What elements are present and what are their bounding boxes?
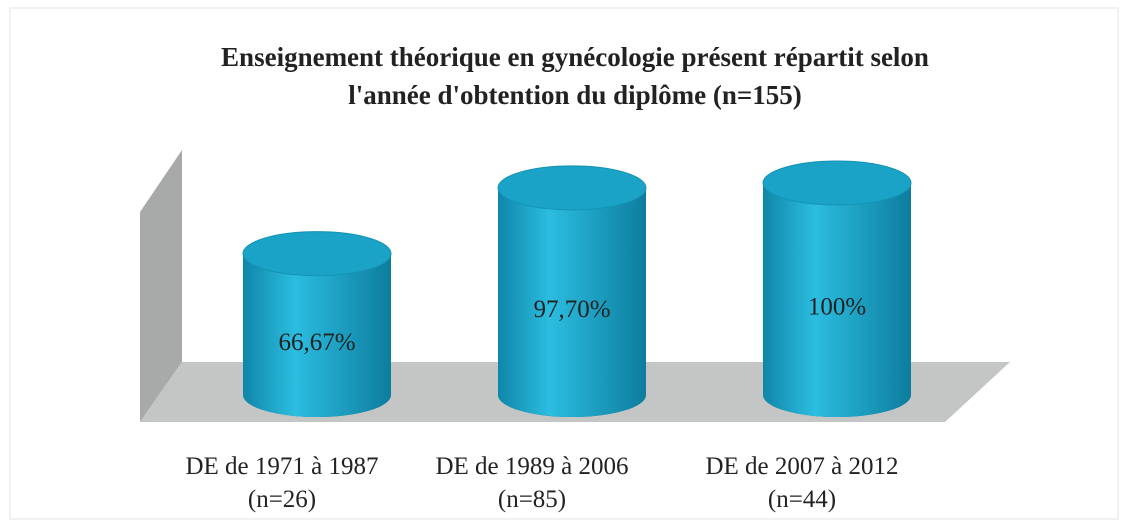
frame	[9, 7, 1119, 520]
chart-title: Enseignement théorique en gynécologie pr…	[221, 42, 929, 110]
cylinder	[763, 183, 911, 417]
data-label: 100%	[808, 294, 866, 321]
x-tick-label: DE de 2007 à 2012 (n=44)	[705, 453, 899, 513]
x-tick-label: DE de 1989 à 2006 (n=85)	[435, 453, 629, 513]
cylinder	[498, 187, 646, 417]
cylinder-top	[242, 231, 392, 277]
cylinder	[243, 253, 391, 417]
cylinder-top	[497, 165, 647, 211]
data-label: 97,70%	[533, 296, 610, 323]
data-label: 66,67%	[278, 329, 355, 356]
back-wall	[140, 150, 182, 422]
cylinder-top	[762, 160, 912, 206]
x-tick-label: DE de 1971 à 1987 (n=26)	[185, 453, 379, 513]
